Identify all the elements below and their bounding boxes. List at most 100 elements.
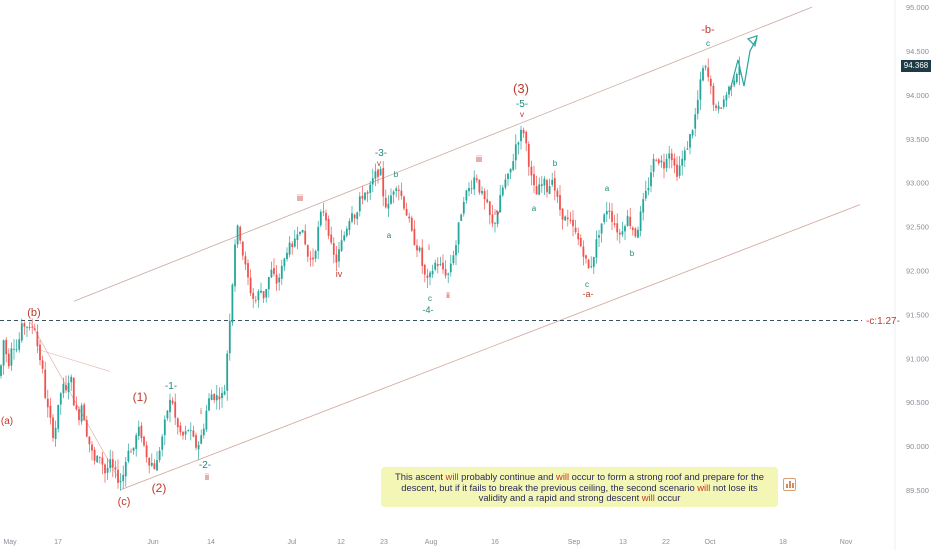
wave-label: (b) [27, 307, 40, 319]
candle-body [470, 188, 473, 190]
candle-body [236, 225, 239, 245]
price-channel [29, 6, 861, 491]
candle-body [33, 328, 36, 330]
wave-label: (1) [133, 390, 148, 404]
candle-body [364, 192, 366, 200]
candle-body [70, 376, 73, 383]
note-will-2: will [556, 471, 570, 482]
candle-body [564, 216, 567, 221]
candle-body [660, 160, 663, 163]
time-axis[interactable]: May 17 Jun 14 Jul 12 23 Aug 16 Sep 13 22 Oct 18 Nov [3, 539, 852, 546]
candle-body [192, 430, 195, 437]
candle-body [182, 432, 184, 436]
x-tick-label: 12 [337, 539, 345, 546]
candle-body [83, 404, 86, 421]
candle-body [626, 216, 629, 226]
candle-body [408, 216, 411, 219]
candle-body [44, 369, 47, 398]
bar-chart-icon[interactable] [783, 478, 796, 491]
note-text-2: probably continue and [458, 471, 557, 482]
x-tick-label: Nov [840, 539, 853, 546]
candle-body [631, 227, 634, 231]
candle-body [410, 217, 413, 231]
wave-label: iii [297, 193, 303, 203]
candle-body [655, 160, 658, 162]
note-will-3: will [697, 481, 711, 493]
candle-body [215, 395, 218, 401]
last-price-badge: 94.368 [901, 60, 931, 72]
candle-body [26, 326, 28, 328]
candle-body [577, 233, 580, 240]
candle-body [369, 184, 372, 194]
wave-label: a [605, 184, 610, 193]
candle-body [78, 409, 80, 421]
candle-body [686, 148, 689, 150]
candle-body [566, 217, 569, 220]
candles [0, 56, 741, 491]
candle-body [738, 66, 741, 76]
candle-body [379, 169, 382, 176]
candle-body [280, 265, 283, 279]
note-text-1: This ascent [395, 471, 446, 482]
candle-body [618, 232, 621, 235]
candle-body [657, 159, 660, 164]
candle-body [330, 234, 333, 243]
candle-body [319, 211, 322, 226]
wave-label: b [553, 159, 558, 168]
wave-label: v [520, 110, 524, 119]
candle-body [195, 435, 197, 448]
candle-body [663, 161, 665, 169]
candle-body [473, 177, 476, 190]
candle-body [592, 256, 595, 267]
candle-body [59, 393, 62, 405]
candle-body [169, 399, 171, 413]
candle-body [548, 186, 551, 194]
candle-body [416, 245, 418, 251]
candle-body [405, 208, 408, 216]
candle-body [447, 273, 450, 275]
candle-body [387, 203, 390, 209]
candle-body [353, 214, 356, 219]
candle-body [574, 227, 577, 232]
candle-body [249, 277, 252, 294]
candle-body [715, 105, 717, 109]
candle-body [111, 459, 114, 468]
candle-body [600, 223, 603, 234]
candle-body [262, 291, 265, 299]
candle-body [384, 197, 387, 208]
y-tick-label: 89.500 [906, 486, 929, 495]
candle-body [28, 327, 31, 328]
y-tick-label: 90.000 [906, 442, 929, 451]
candle-body [153, 463, 156, 470]
wave-label: a [387, 231, 392, 240]
candle-body [553, 178, 556, 191]
candle-body [395, 188, 398, 191]
candle-body [538, 184, 541, 195]
y-tick-label: 90.500 [906, 398, 929, 407]
y-tick-label: 92.500 [906, 223, 929, 232]
price-axis[interactable]: 95.000 94.500 94.000 93.500 93.000 92.500 92.0… [906, 3, 929, 495]
candle-body [720, 107, 723, 109]
candle-body [270, 269, 273, 278]
candle-body [241, 241, 244, 256]
fib-level-label: -c:1.27- [866, 316, 900, 327]
candle-body [507, 173, 509, 180]
candle-body [72, 377, 75, 406]
candle-body [535, 186, 538, 195]
candle-body [465, 190, 468, 201]
candle-body [286, 252, 288, 260]
candle-body [39, 344, 41, 361]
wave-label: iv [336, 269, 343, 279]
candle-body [252, 292, 255, 299]
candle-body [439, 264, 442, 265]
candle-body [572, 219, 574, 227]
candle-body [681, 158, 684, 166]
candle-body [514, 144, 517, 161]
candle-body [374, 171, 377, 179]
candle-body [98, 456, 101, 458]
candle-body [10, 348, 13, 366]
candle-body [223, 391, 226, 395]
candle-body [265, 289, 268, 298]
candle-body [543, 178, 546, 186]
